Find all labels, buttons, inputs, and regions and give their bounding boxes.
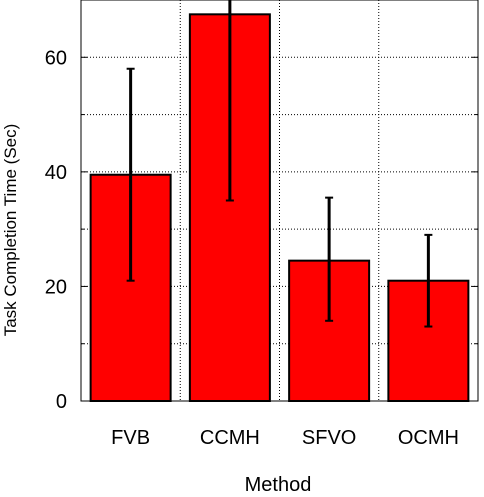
x-axis-ticks: FVB CCMH SFVO OCMH — [111, 427, 459, 449]
x-axis-label: Method — [245, 474, 312, 496]
y-tick-label: 40 — [45, 162, 67, 184]
y-tick-label: 60 — [45, 47, 67, 69]
error-bars — [126, 0, 433, 328]
y-axis-ticks: 0 20 40 60 — [45, 47, 478, 413]
x-tick-label-sfvo: SFVO — [302, 427, 356, 449]
plot-frame — [80, 0, 479, 402]
y-tick-label: 20 — [45, 276, 67, 298]
x-tick-label-ccmh: CCMH — [200, 427, 260, 449]
x-tick-label-ocmh: OCMH — [398, 427, 459, 449]
x-tick-label-fvb: FVB — [111, 427, 150, 449]
y-tick-label: 0 — [56, 391, 67, 413]
y-axis-label: Task Completion Time (Sec) — [1, 124, 20, 337]
